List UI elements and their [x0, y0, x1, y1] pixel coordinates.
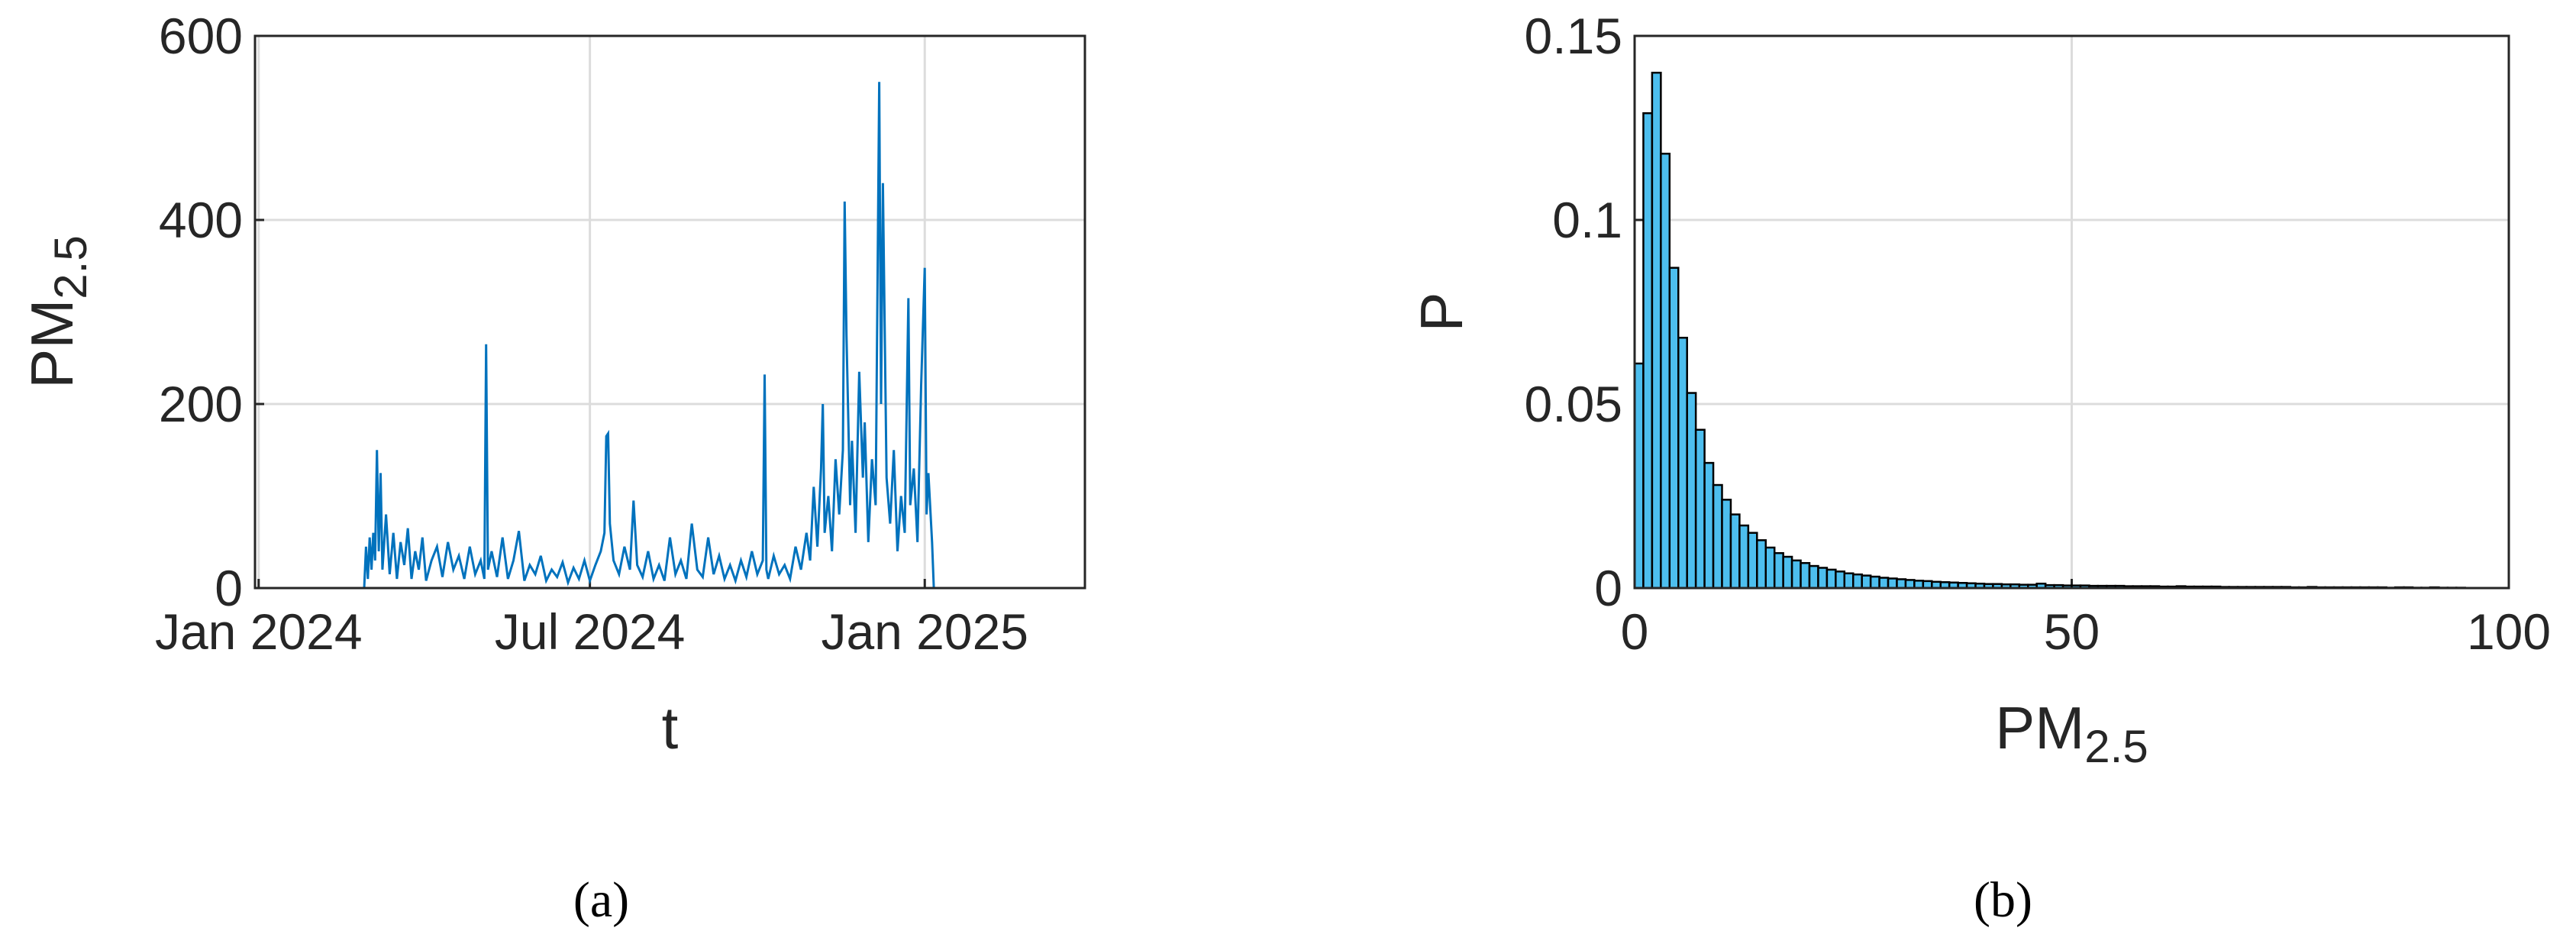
hist-bar [1904, 579, 1916, 590]
hist-bar [1660, 152, 1671, 590]
hist-bar [1712, 483, 1723, 590]
hist-bar [1896, 578, 1907, 590]
hist-bar [1852, 573, 1863, 590]
axes-box [1633, 34, 2510, 590]
x-tick-label: Jan 2024 [155, 603, 363, 660]
axes-box [253, 34, 1086, 590]
y-tick-label: 400 [159, 192, 243, 248]
hist-bar [1703, 461, 1715, 590]
y-tick-label: 0.15 [1525, 8, 1622, 64]
x-axis-label: PM2.5 [1995, 694, 2148, 772]
y-axis-label-sub: 2.5 [45, 235, 96, 299]
y-tick-label: 600 [159, 8, 243, 64]
hist-bar [1773, 551, 1784, 590]
hist-bar [1721, 499, 1732, 590]
x-axis-label-main: PM [1995, 694, 2084, 761]
hist-bar [1808, 564, 1819, 590]
hist-bar [1633, 362, 1645, 590]
x-tick-label: Jul 2024 [495, 603, 686, 660]
hist-bar [1790, 559, 1802, 590]
x-tick-label: 100 [2467, 603, 2551, 660]
hist-bar [1861, 574, 1872, 590]
hist-bar [1738, 524, 1750, 590]
hist-bar [1651, 71, 1662, 590]
hist-bar [1729, 513, 1741, 590]
plot-area [255, 36, 1085, 588]
y-tick-label: 0 [1594, 560, 1622, 616]
data-line [255, 82, 1085, 590]
hist-bar [1878, 577, 1890, 590]
hist-bar [1668, 267, 1680, 590]
hist-bar [1677, 336, 1688, 590]
y-tick-label: 0 [215, 560, 243, 616]
hist-bar [1800, 561, 1811, 590]
hist-bar [1835, 570, 1846, 590]
hist-bar [1782, 555, 1793, 590]
y-tick-label: 200 [159, 376, 243, 432]
panel-label: (b) [1974, 872, 2032, 928]
hist-bar [1825, 568, 1837, 590]
hist-bar [1756, 539, 1767, 590]
y-tick-label: 0.1 [1552, 192, 1622, 248]
panel-label: (a) [573, 872, 629, 928]
hist-bar [1817, 567, 1829, 590]
y-axis-label-main: PM [18, 299, 86, 389]
x-axis-label-sub: 2.5 [2084, 721, 2148, 772]
hist-bar [1764, 546, 1776, 590]
x-axis-label: t [662, 694, 679, 761]
hist-bar [1642, 112, 1654, 590]
hist-bar [1686, 392, 1697, 590]
x-tick-label: Jan 2025 [821, 603, 1028, 660]
hist-bar [1747, 532, 1758, 590]
hist-bar [1843, 572, 1855, 590]
hist-bar [1887, 577, 1898, 590]
hist-bar [1694, 428, 1706, 590]
x-tick-label: 50 [2044, 603, 2100, 660]
y-tick-label: 0.05 [1525, 376, 1622, 432]
hist-bar [1869, 575, 1880, 590]
x-tick-label: 0 [1621, 603, 1649, 660]
y-axis-label: PM2.5 [18, 235, 96, 388]
y-axis-label: P [1408, 292, 1475, 331]
